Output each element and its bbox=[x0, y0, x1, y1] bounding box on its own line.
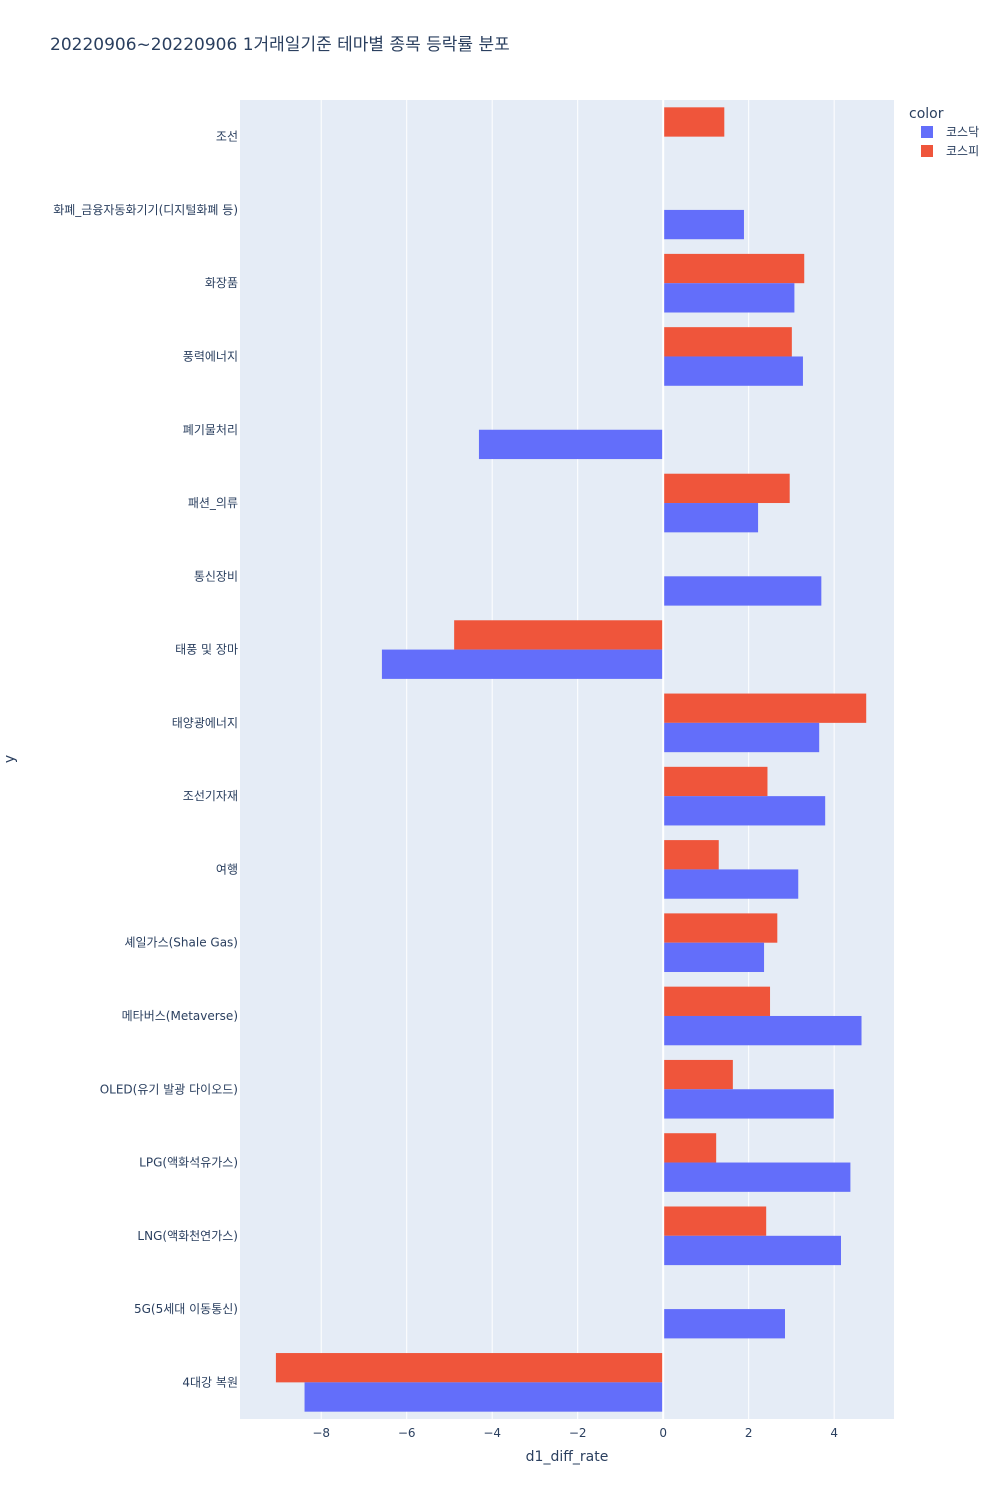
y-tick-label: 태양광에너지 bbox=[172, 716, 238, 730]
y-tick-label: 풍력에너지 bbox=[183, 349, 238, 363]
bar[interactable] bbox=[663, 840, 719, 870]
bar[interactable] bbox=[381, 649, 664, 679]
bar[interactable] bbox=[275, 1353, 664, 1383]
y-tick-label: 화폐_금융자동화기기(디지털화폐 등) bbox=[53, 203, 238, 217]
legend-label[interactable]: 코스피 bbox=[946, 144, 979, 158]
bar[interactable] bbox=[454, 620, 664, 650]
bars bbox=[275, 107, 867, 1412]
bar[interactable] bbox=[663, 942, 765, 973]
y-tick-label: 셰일가스(Shale Gas) bbox=[124, 936, 238, 950]
bar[interactable] bbox=[663, 473, 790, 504]
bar[interactable] bbox=[663, 253, 805, 284]
y-axis-title: y bbox=[2, 755, 18, 763]
bar[interactable] bbox=[663, 1235, 841, 1266]
bar[interactable] bbox=[663, 869, 799, 899]
bar[interactable] bbox=[663, 766, 768, 797]
x-tick-label: −6 bbox=[398, 1426, 416, 1440]
x-tick-label: −8 bbox=[312, 1426, 330, 1440]
legend-title: color bbox=[909, 106, 944, 122]
x-tick-label: 0 bbox=[659, 1426, 667, 1440]
bar[interactable] bbox=[663, 913, 778, 943]
bar[interactable] bbox=[663, 1133, 717, 1163]
legend-swatch[interactable] bbox=[921, 126, 933, 138]
x-tick-label: −4 bbox=[483, 1426, 501, 1440]
y-tick-label: 태풍 및 장마 bbox=[175, 643, 238, 657]
y-tick-label: 패션_의류 bbox=[188, 496, 238, 510]
legend-swatch[interactable] bbox=[921, 145, 933, 157]
bar[interactable] bbox=[304, 1382, 664, 1412]
chart-title: 20220906~20220906 1거래일기준 테마별 종목 등락률 분포 bbox=[50, 35, 510, 55]
bar[interactable] bbox=[663, 1015, 862, 1046]
legend-label[interactable]: 코스닥 bbox=[946, 125, 979, 139]
x-tick-label: 2 bbox=[745, 1426, 753, 1440]
y-tick-label: 4대강 복원 bbox=[182, 1375, 238, 1389]
bar[interactable] bbox=[663, 1206, 767, 1236]
y-tick-label: 5G(5세대 이동통신) bbox=[134, 1302, 238, 1316]
y-tick-label: LPG(액화석유가스) bbox=[139, 1156, 238, 1170]
y-tick-label: 폐기물처리 bbox=[183, 423, 238, 437]
bar[interactable] bbox=[663, 576, 822, 606]
bar[interactable] bbox=[663, 283, 795, 313]
bar[interactable] bbox=[663, 986, 771, 1016]
gridlines bbox=[320, 100, 835, 1419]
bar[interactable] bbox=[663, 356, 803, 386]
bar[interactable] bbox=[663, 796, 826, 826]
bar[interactable] bbox=[663, 1162, 851, 1192]
y-tick-label: LNG(액화천연가스) bbox=[137, 1228, 238, 1243]
y-tick-label: 조선기자재 bbox=[183, 789, 238, 803]
y-tick-label: 메타버스(Metaverse) bbox=[122, 1009, 238, 1023]
y-tick-label: 통신장비 bbox=[194, 569, 238, 583]
y-tick-label: 화장품 bbox=[205, 276, 238, 290]
bar[interactable] bbox=[663, 1309, 785, 1339]
bar[interactable] bbox=[663, 107, 725, 137]
bar[interactable] bbox=[663, 1059, 733, 1090]
bar[interactable] bbox=[663, 209, 744, 240]
bar[interactable] bbox=[663, 1089, 834, 1119]
y-tick-label: 여행 bbox=[216, 861, 238, 876]
bar[interactable] bbox=[663, 722, 820, 753]
plot-area bbox=[240, 100, 894, 1419]
x-tick-label: 4 bbox=[830, 1426, 838, 1440]
bar[interactable] bbox=[478, 429, 664, 460]
bar[interactable] bbox=[663, 503, 759, 533]
y-tick-label: OLED(유기 발광 다이오드) bbox=[100, 1082, 238, 1096]
y-tick-label: 조선 bbox=[216, 130, 238, 144]
x-axis-title: d1_diff_rate bbox=[526, 1449, 609, 1465]
x-tick-label: −2 bbox=[569, 1426, 587, 1440]
x-tick-labels: −8 −6 −4 −2 0 2 4 bbox=[312, 1426, 838, 1440]
bar[interactable] bbox=[663, 693, 867, 723]
bar[interactable] bbox=[663, 327, 792, 357]
